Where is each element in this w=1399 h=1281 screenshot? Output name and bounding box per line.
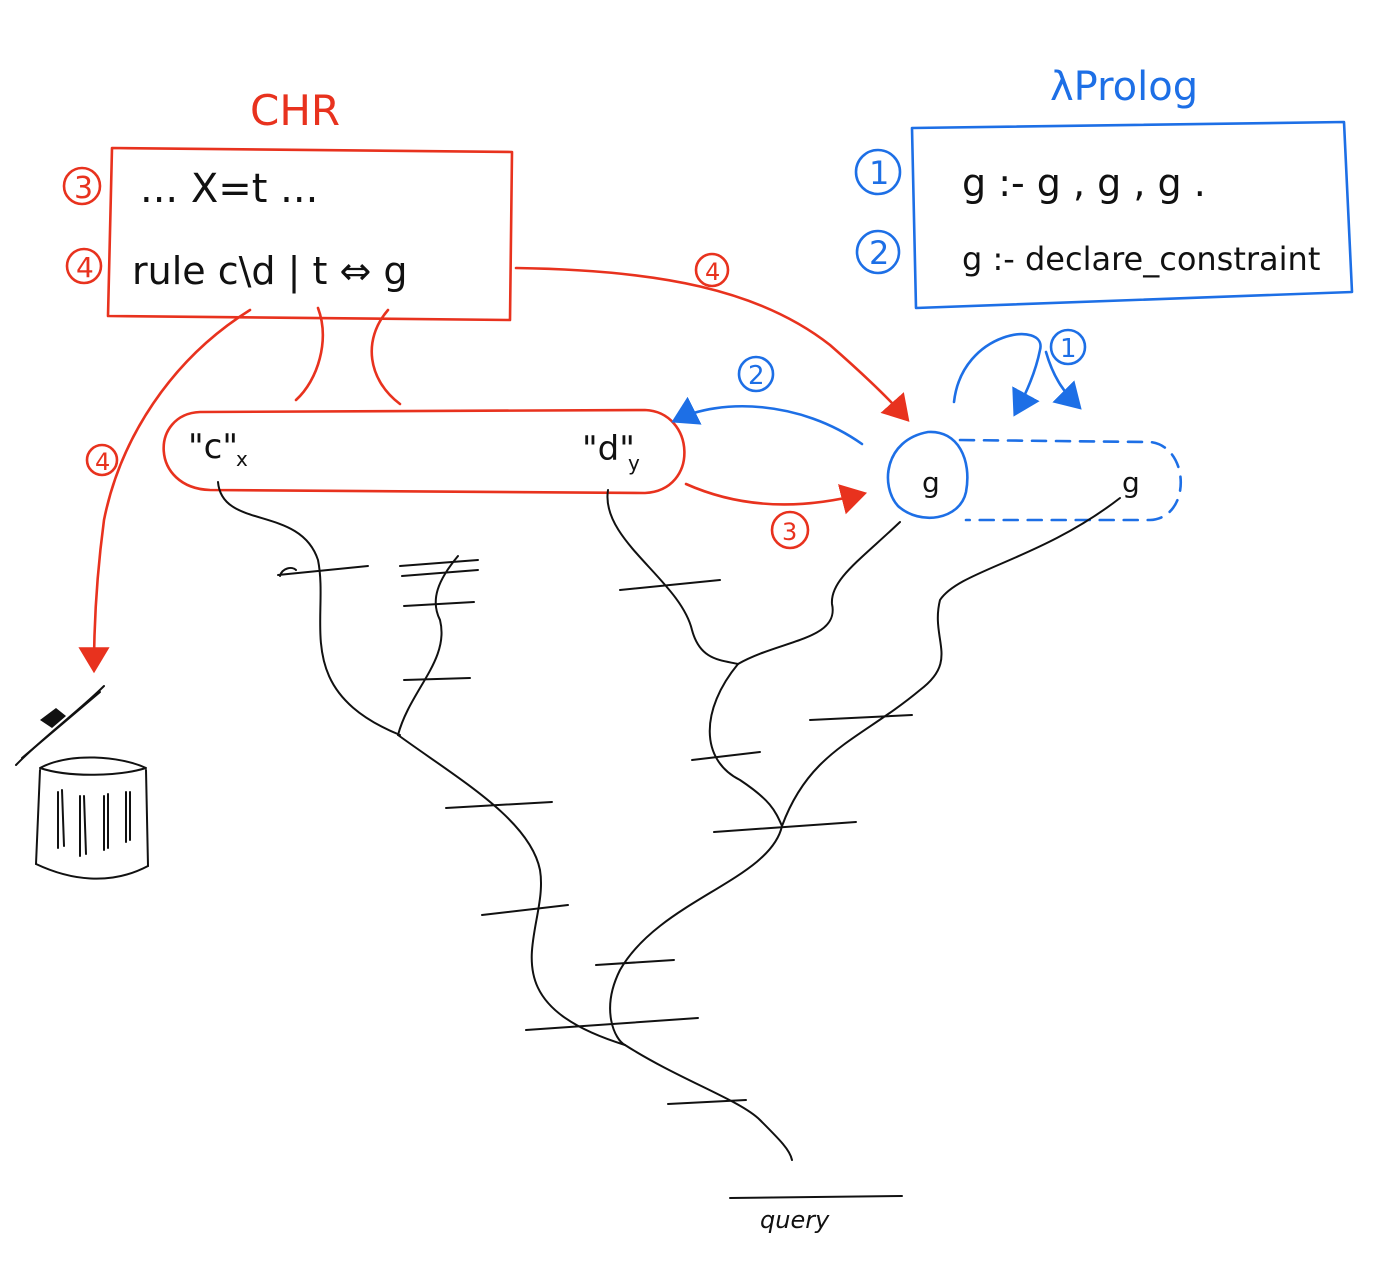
arrow-goal-expand-badge: 1 xyxy=(1060,334,1077,364)
branch-middle xyxy=(397,555,459,736)
branch-left-main xyxy=(397,734,626,1046)
inference-bar xyxy=(619,579,721,591)
arrow-goal-to-store-badge: 2 xyxy=(748,361,765,391)
chr-line-assign: ... X=t ... xyxy=(140,166,318,212)
prolog-box xyxy=(910,120,1354,310)
chr-step4-badge: 4 xyxy=(76,251,94,284)
arrow-goal-to-store-badge-circle xyxy=(737,355,775,393)
trunk xyxy=(624,1044,793,1161)
branch-right-main xyxy=(609,825,783,1046)
inference-bar xyxy=(401,569,479,577)
derivation-tree xyxy=(217,481,1121,1161)
prolog-step1-badge-circle xyxy=(854,148,902,196)
arrow-chr-to-trash-badge: 4 xyxy=(95,448,110,476)
inference-bar xyxy=(403,677,471,681)
arrow-chr-to-goal xyxy=(514,266,910,422)
chr-step4-badge-circle xyxy=(65,247,103,285)
branch-goal1 xyxy=(737,521,901,665)
constraint-d-label: "d" xyxy=(582,429,635,469)
inference-bar xyxy=(399,559,479,567)
prolog-step1-badge: 1 xyxy=(869,154,889,192)
branch-goal2 xyxy=(781,497,1121,827)
arrow-goal-expand-branch xyxy=(1044,350,1082,410)
prolog-clause-declare: g :- declare_constraint xyxy=(962,240,1320,278)
branch-c xyxy=(217,481,401,736)
goal-active: g xyxy=(922,466,940,499)
chr-box xyxy=(106,146,514,322)
goal-pending: g xyxy=(1122,466,1140,499)
inference-bar xyxy=(445,801,553,809)
inference-bar xyxy=(279,567,297,577)
arrow-store-to-goal-badge: 3 xyxy=(782,518,797,546)
arrow-store-to-goal-badge-circle xyxy=(770,510,810,550)
arrow-store-to-goal xyxy=(684,482,868,515)
chr-step3-badge-circle xyxy=(62,166,102,206)
constraint-c-label: "c" xyxy=(188,427,238,467)
chr-line-rule: rule c\d | t ⇔ g xyxy=(132,249,408,294)
prolog-title: λProlog xyxy=(1050,64,1198,110)
arrow-goal-expand-loop xyxy=(952,332,1042,417)
inference-bar xyxy=(667,1099,747,1105)
goal-circle-active xyxy=(886,430,969,520)
constraint-d-sub: y xyxy=(628,451,640,475)
prolog-step2-badge: 2 xyxy=(869,234,889,272)
arrow-chr-to-trash-badge-circle xyxy=(85,443,119,477)
inference-bar xyxy=(809,714,913,721)
inference-bar xyxy=(691,751,761,761)
query-label: query xyxy=(760,1206,830,1234)
arrow-goal-expand-badge-circle xyxy=(1049,328,1087,366)
trash-can-icon xyxy=(15,685,149,880)
inference-bar xyxy=(713,821,857,833)
prolog-step2-badge-circle xyxy=(855,229,901,275)
constraint-c-sub: x xyxy=(236,447,248,471)
prolog-clause-expand: g :- g , g , g . xyxy=(962,161,1206,205)
branch-center xyxy=(708,663,783,827)
arrow-chr-to-goal-badge: 4 xyxy=(705,258,720,286)
arrow-goal-to-store xyxy=(671,396,864,446)
inference-bar xyxy=(525,1017,699,1031)
goal-pending-dashed xyxy=(958,438,1182,522)
branch-d xyxy=(606,489,739,665)
chr-title: CHR xyxy=(250,86,340,135)
inference-bar xyxy=(277,565,369,576)
inference-bar xyxy=(481,904,569,916)
chr-store-link-right xyxy=(370,308,402,406)
query-bar xyxy=(729,1195,903,1199)
arrow-chr-to-goal-badge-circle xyxy=(694,252,730,288)
arrow-chr-to-trash xyxy=(78,308,252,674)
chr-store-link-left xyxy=(294,306,325,402)
chr-step3-badge: 3 xyxy=(74,171,93,206)
inference-bar xyxy=(403,601,475,607)
inference-bar xyxy=(595,959,675,966)
